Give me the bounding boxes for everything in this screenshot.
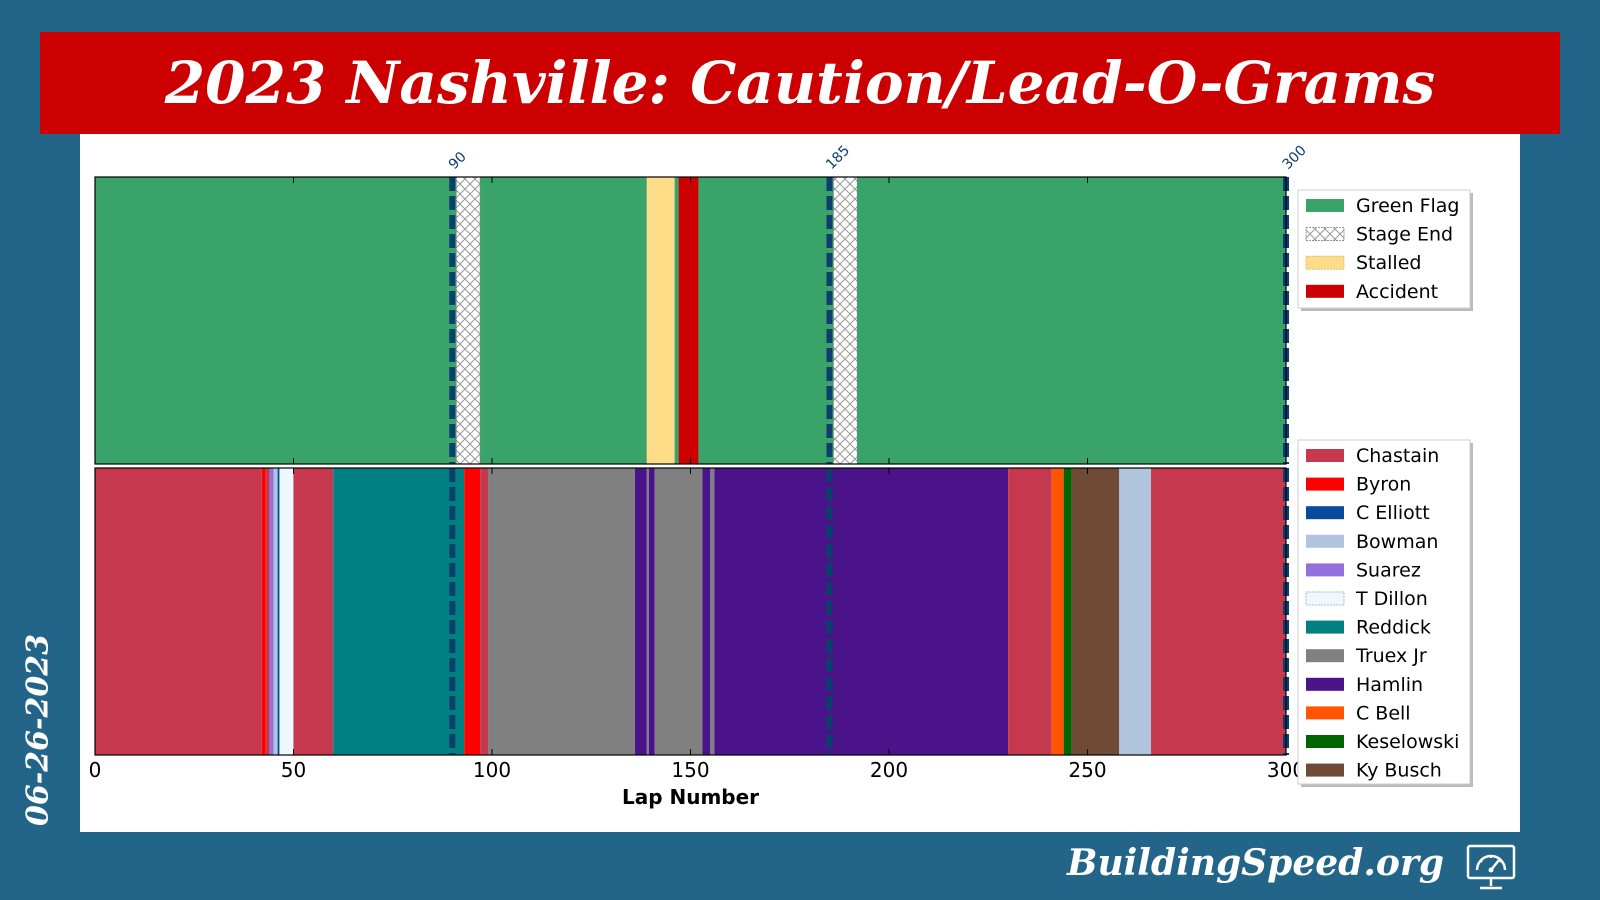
legend-entry: C Elliott [1356, 502, 1430, 524]
legend-entry: Stalled [1356, 252, 1421, 274]
legend-swatch [1306, 506, 1344, 520]
x-tick-label: 200 [870, 758, 908, 782]
legend-entry: Green Flag [1356, 195, 1460, 217]
x-tick-label: 150 [671, 758, 709, 782]
legend-entry: Truex Jr [1355, 645, 1427, 667]
leader-bar [710, 468, 715, 755]
legend-swatch [1306, 763, 1344, 777]
stage-marker-label: 300 [1280, 143, 1310, 173]
chart-title: 2023 Nashville: Caution/Lead-O-Grams [164, 49, 1436, 117]
caution-bar [480, 177, 647, 464]
leader-bar [273, 468, 278, 755]
legend-swatch [1306, 735, 1344, 748]
legend-swatch [1306, 649, 1344, 663]
legend-entry: T Dillon [1355, 588, 1428, 610]
leader-bar [634, 468, 647, 755]
caution-bar [646, 177, 675, 464]
legend-entry: Stage End [1356, 224, 1453, 246]
x-tick-label: 50 [281, 758, 306, 782]
caution-bar [95, 177, 457, 464]
legend-entry: Reddick [1356, 617, 1431, 639]
caution-bar [674, 177, 679, 464]
driver-legend: Chastain Byron C Elliott Bowman Suarez T Dill… [1297, 439, 1473, 787]
legend-entry: Hamlin [1356, 674, 1423, 696]
legend-entry: Keselowski [1356, 731, 1459, 753]
leader-bar [261, 468, 266, 755]
x-tick-label: 0 [89, 758, 102, 782]
legend-swatch [1305, 227, 1345, 241]
legend-entry: C Bell [1356, 702, 1411, 724]
leader-bar [277, 468, 280, 755]
leader-bar [333, 468, 465, 755]
legend-swatch [1306, 534, 1344, 548]
x-tick-label: 250 [1068, 758, 1106, 782]
legend-box [1297, 439, 1471, 785]
leader-bar [95, 468, 262, 755]
legend-swatch [1306, 199, 1344, 212]
legend-swatch [1305, 255, 1345, 270]
leader-bar [654, 468, 703, 755]
legend-swatch [1306, 620, 1344, 634]
x-tick-label: 100 [473, 758, 511, 782]
legend-swatch [1306, 677, 1344, 691]
leader-bar [279, 467, 294, 756]
race-date: 06-26-2023 [20, 634, 56, 826]
leader-bar [464, 468, 481, 755]
legend-swatch [1306, 477, 1344, 491]
legend-entry: Bowman [1356, 531, 1438, 553]
leader-bar [1119, 468, 1152, 755]
leader-bar [1051, 468, 1064, 755]
leader-bar [265, 468, 270, 755]
leader-bar [702, 468, 711, 755]
site-name: BuildingSpeed.org [1067, 842, 1444, 884]
legend-entry: Accident [1356, 281, 1438, 303]
speedometer-monitor-icon [1466, 844, 1516, 890]
stage-marker-label: 90 [446, 149, 470, 173]
chart-panel: 90 185 300 0 50 100 150 200 250 300 Lap Number Gree… [80, 134, 1520, 832]
leader-bar [648, 468, 655, 755]
leader-bar [1151, 468, 1286, 755]
leader-bar [480, 468, 489, 755]
leader-bar [1063, 468, 1072, 755]
leader-bar [714, 468, 1009, 755]
caution-bar [833, 176, 858, 465]
leader-bar [646, 468, 649, 755]
x-axis-label: Lap Number [622, 785, 759, 809]
caution-bar [678, 177, 699, 464]
leader-bar [1008, 468, 1052, 755]
leader-bar [269, 468, 274, 755]
caution-bar [857, 177, 1286, 464]
caution-bar [455, 176, 481, 465]
legend-swatch [1306, 706, 1344, 720]
title-banner: 2023 Nashville: Caution/Lead-O-Grams [40, 32, 1560, 134]
leader-bar [293, 468, 334, 755]
leader-bar [488, 468, 635, 755]
leader-bar [1071, 468, 1120, 755]
legend-swatch [1306, 449, 1344, 462]
legend-swatch [1306, 563, 1344, 577]
legend-entry: Ky Busch [1356, 760, 1442, 782]
legend-swatch [1305, 591, 1345, 606]
stage-marker-label: 185 [823, 143, 853, 173]
caution-bar [698, 177, 834, 464]
legend-entry: Suarez [1356, 559, 1421, 581]
legend-swatch [1306, 284, 1344, 298]
legend-entry: Byron [1356, 474, 1411, 496]
legend-entry: Chastain [1356, 445, 1439, 467]
caution-legend: Green Flag Stage End Stalled Accident [1297, 189, 1473, 311]
